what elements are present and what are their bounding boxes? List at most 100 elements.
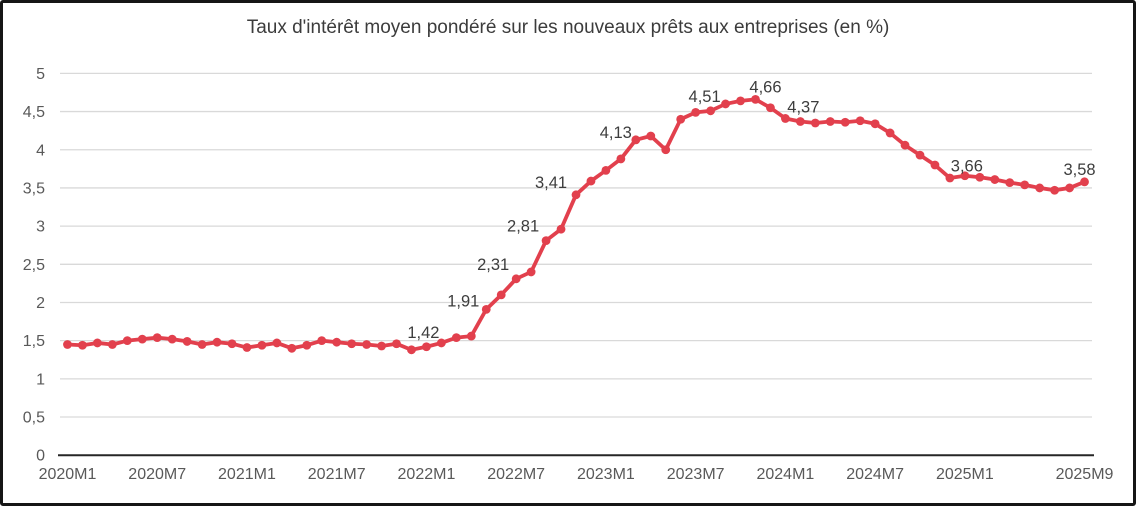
data-point-marker: [481, 304, 491, 314]
data-point-marker: [721, 99, 730, 109]
data-point-marker: [122, 336, 132, 346]
data-point-marker: [107, 340, 117, 349]
x-tick-label: 2023M1: [577, 466, 635, 483]
data-point-marker: [227, 339, 237, 349]
data-point-marker: [362, 340, 372, 349]
data-point-marker: [616, 154, 626, 164]
data-point-marker: [63, 340, 72, 349]
data-point-marker: [706, 106, 716, 116]
y-tick-label: 0: [36, 448, 45, 465]
data-point-marker: [975, 172, 985, 182]
data-point-marker: [795, 117, 805, 126]
data-point-marker: [915, 150, 925, 160]
data-point-marker: [451, 333, 461, 343]
data-point-marker: [556, 224, 566, 234]
series-line: [65, 97, 1087, 352]
x-tick-label: 2023M7: [667, 466, 725, 483]
data-point-marker: [407, 345, 416, 355]
x-tick-label: 2021M1: [218, 466, 276, 483]
data-point-marker: [436, 338, 446, 348]
data-point-marker: [751, 94, 760, 104]
data-point-label: 4,51: [689, 88, 721, 106]
data-point-marker: [736, 96, 745, 106]
data-point-marker: [870, 119, 880, 129]
data-point-label: 2,81: [507, 218, 539, 236]
data-point-marker: [1050, 185, 1060, 195]
y-tick-label: 2: [36, 295, 45, 312]
data-point-marker: [766, 103, 775, 113]
data-point-marker: [900, 140, 910, 150]
x-tick-label: 2020M1: [39, 466, 97, 483]
x-tick-label: 2025M1: [936, 466, 994, 483]
y-tick-label: 2,5: [23, 257, 45, 274]
data-point-marker: [212, 337, 222, 347]
data-point-marker: [691, 107, 701, 117]
data-point-marker: [496, 290, 506, 300]
x-tick-label: 2022M7: [487, 466, 545, 483]
y-tick-label: 0,5: [23, 410, 45, 427]
data-point-marker: [855, 116, 865, 126]
data-point-marker: [676, 114, 686, 124]
data-point-marker: [272, 338, 282, 348]
data-point-marker: [511, 274, 521, 284]
data-point-marker: [466, 331, 476, 341]
data-point-marker: [257, 340, 267, 350]
data-point-marker: [945, 173, 955, 183]
data-point-marker: [392, 339, 401, 349]
y-tick-label: 4,5: [23, 104, 45, 121]
data-point-label: 4,13: [600, 124, 632, 142]
y-tick-label: 1,5: [23, 333, 45, 350]
data-point-marker: [825, 117, 835, 126]
data-point-marker: [810, 118, 820, 128]
y-tick-label: 3: [36, 219, 45, 236]
data-point-marker: [646, 131, 656, 141]
x-tick-label: 2024M7: [846, 466, 904, 483]
data-point-label: 2,31: [477, 256, 509, 274]
data-point-marker: [1035, 183, 1045, 193]
data-point-marker: [885, 128, 895, 138]
data-point-label: 1,91: [447, 292, 479, 310]
x-tick-label: 2025M9: [1056, 466, 1114, 483]
data-point-marker: [601, 165, 611, 175]
data-point-marker: [242, 343, 252, 352]
data-point-marker: [422, 342, 431, 352]
data-point-marker: [840, 117, 850, 127]
data-point-marker: [377, 341, 386, 351]
data-point-marker: [661, 145, 671, 155]
data-point-label: 3,66: [951, 158, 983, 176]
data-point-marker: [631, 135, 641, 145]
data-point-marker: [1020, 180, 1030, 190]
x-tick-label: 2021M7: [308, 466, 366, 483]
data-point-marker: [1065, 183, 1074, 193]
data-point-label: 4,66: [749, 78, 781, 96]
data-point-marker: [197, 340, 207, 349]
data-point-marker: [1080, 177, 1089, 187]
data-point-marker: [526, 267, 536, 277]
data-point-marker: [586, 176, 596, 186]
y-tick-label: 5: [36, 66, 45, 83]
data-point-marker: [930, 160, 940, 170]
data-point-marker: [332, 337, 342, 347]
data-point-marker: [990, 175, 1000, 184]
data-point-label: 3,58: [1063, 161, 1095, 179]
data-point-marker: [182, 337, 192, 346]
data-point-marker: [78, 340, 87, 350]
y-tick-label: 3,5: [23, 180, 45, 197]
data-point-marker: [571, 190, 581, 200]
chart-plot: 0 0,5 1 1,5 2 2,5 3 3,5 4 4,5 5 2020M1 2020M7 2021M1 2…: [23, 66, 1114, 483]
data-point-marker: [1005, 178, 1015, 187]
data-point-marker: [541, 236, 551, 246]
data-point-label: 4,37: [787, 99, 819, 117]
data-point-marker: [960, 171, 970, 181]
data-point-label: 3,41: [535, 174, 567, 192]
data-point-marker: [137, 334, 147, 344]
data-point-marker: [92, 338, 102, 348]
data-point-label: 1,42: [407, 324, 439, 342]
x-tick-label: 2024M1: [756, 466, 814, 483]
y-tick-label: 1: [36, 371, 45, 388]
data-point-marker: [302, 340, 312, 350]
x-tick-label: 2020M7: [128, 466, 186, 483]
data-point-marker: [152, 333, 162, 343]
data-point-marker: [347, 339, 357, 349]
